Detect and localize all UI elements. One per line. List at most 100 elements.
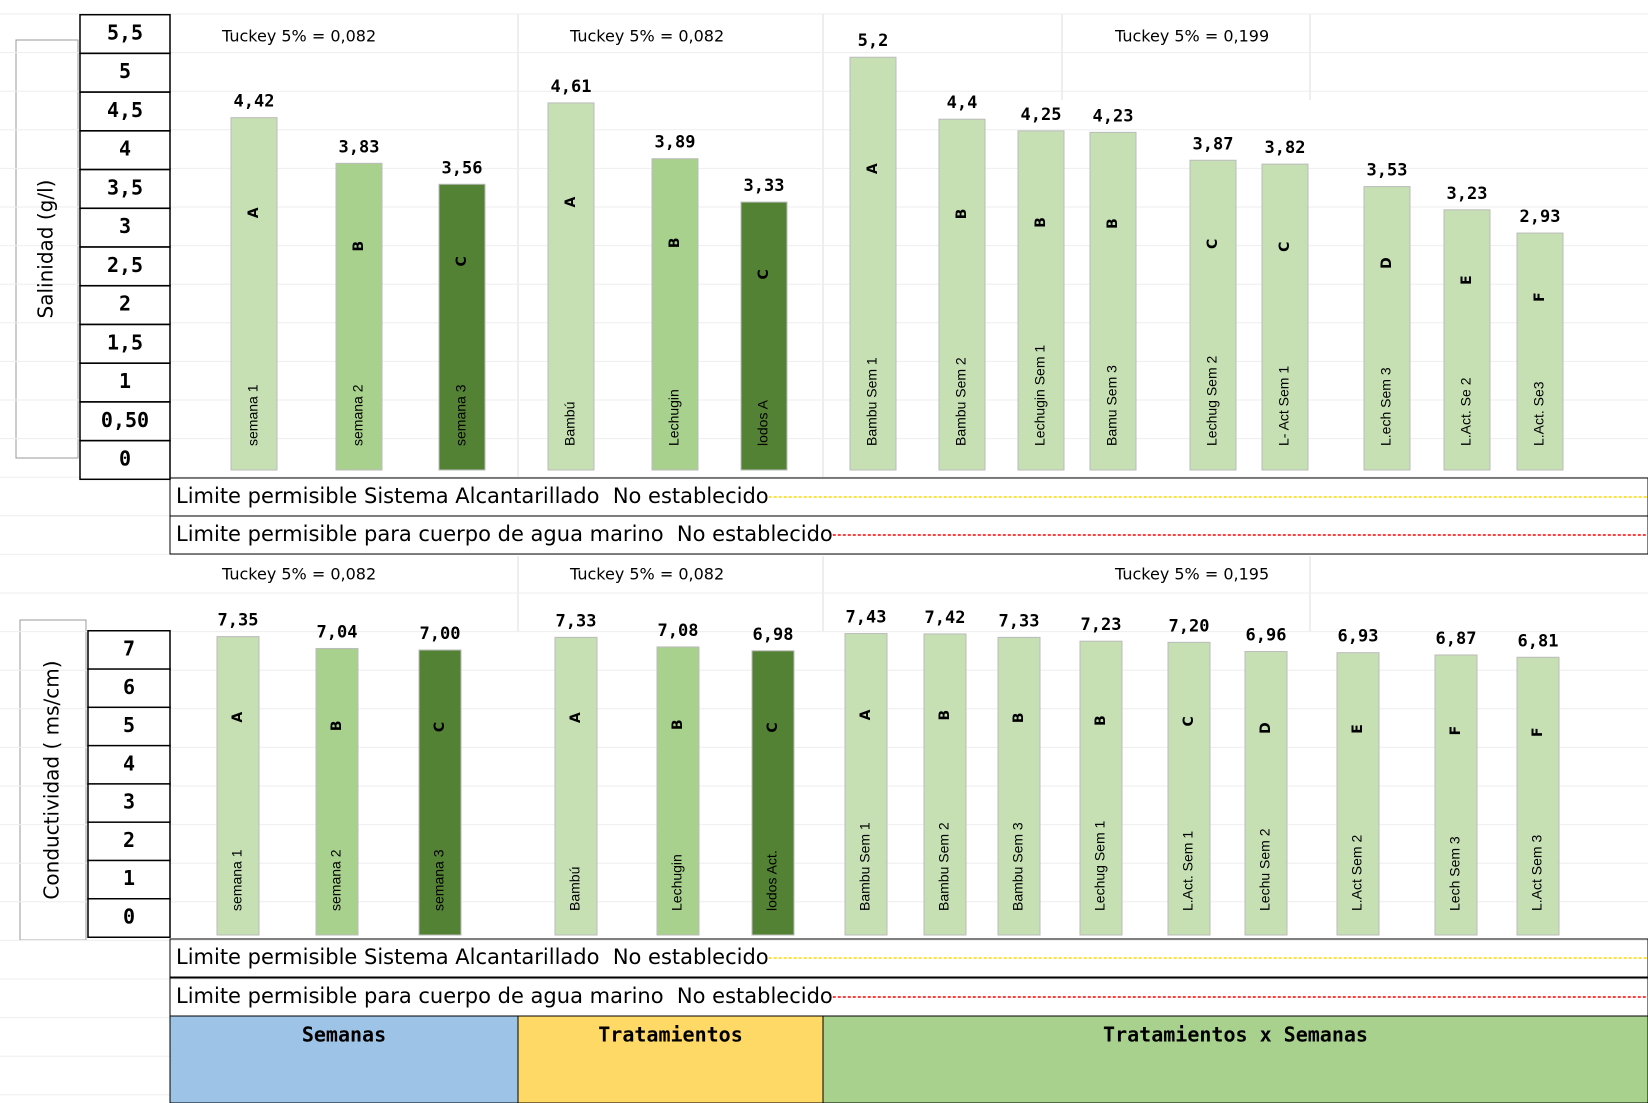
value-label: 3,87 [1193,134,1234,154]
y-tick-label: 4 [119,137,131,161]
group-letter: B [954,209,970,220]
bar [315,647,359,936]
tick-cell [79,13,171,55]
value-label: 4,4 [947,93,978,113]
y-label-box [19,619,87,941]
bar [1017,130,1065,471]
group-letter: C [454,256,470,266]
value-label: 3,23 [1447,184,1488,204]
bar [230,117,278,471]
layout [15,14,1311,941]
y-tick-label: 0 [119,447,131,471]
value-label: 3,89 [655,133,696,153]
bar [651,158,699,471]
category-label: lodos Act. [764,850,780,911]
category-label: Lechugin [669,854,685,911]
y-tick-label: 2 [119,292,131,316]
value-label: 6,87 [1436,629,1477,649]
value-label: 7,00 [420,624,461,644]
tukey-annotation: Tuckey 5% = 0,195 [1114,565,1269,584]
category-label: semana 1 [245,384,261,446]
footer-cell [517,1015,824,1103]
value-label: 7,04 [317,622,358,642]
value-label: 4,23 [1093,106,1134,126]
category-label: semana 2 [328,849,344,911]
group-letter: A [568,712,584,723]
y-tick-label: 7 [123,637,135,661]
value-label: 3,82 [1265,138,1306,158]
tukey-annotation: Tuckey 5% = 0,082 [569,27,724,46]
bar [438,183,486,471]
footer-label: Tratamientos x Semanas [1103,1023,1368,1047]
limit-text: Limite permisible Sistema Alcantarillado… [176,945,769,969]
value-label: 7,20 [1169,616,1210,636]
y-tick-label: 4 [123,751,135,775]
category-label: Bambu Sem 2 [953,357,969,446]
value-label: 7,43 [846,608,887,628]
category-label: Lechugin Sem 1 [1032,345,1048,446]
category-label: Bambu Sem 1 [857,822,873,911]
bar [1443,209,1491,471]
limit-row [169,938,1648,978]
y-tick-label: 1,5 [107,330,143,354]
category-label: L.Act Sem 3 [1529,835,1545,911]
y-tick-label: 3,5 [107,175,143,199]
group-letter: A [230,712,246,723]
y-axis-label: Salinidad (g/l) [34,180,58,319]
value-label: 5,2 [858,31,889,51]
bar [656,646,700,936]
bar [938,118,986,471]
group-letter: C [765,722,781,732]
category-label: Bambu Sem 3 [1010,822,1026,911]
group-letter: C [756,269,772,279]
value-label: 2,93 [1520,207,1561,227]
value-label: 7,08 [658,621,699,641]
y-tick-label: 2 [123,828,135,852]
tick-cell [79,362,171,403]
bar [1089,131,1137,471]
tick-cell [87,898,171,938]
group-letter: B [329,720,345,731]
footer-cell [169,1015,519,1103]
y-tick-label: 5 [119,59,131,83]
bar [849,56,897,471]
category-label: lodos A [755,399,771,446]
group-letter: B [351,241,367,252]
category-label: semana 3 [431,849,447,911]
category-label: Bambu Sem 1 [864,357,880,446]
value-label: 3,53 [1367,161,1408,181]
group-letter: B [1011,712,1027,723]
category-label: Lechugin [666,389,682,446]
group-letter: A [858,709,874,720]
bar [554,636,598,936]
bar [923,633,967,936]
value-label: 4,61 [551,77,592,97]
group-letter: B [1105,218,1121,229]
y-tick-label: 6 [123,675,135,699]
category-label: Lechug Sem 1 [1092,821,1108,911]
category-label: Lechu Sem 2 [1257,828,1273,911]
category-label: L- Act Sem 1 [1276,366,1292,446]
bar [997,636,1041,936]
bar [1261,163,1309,471]
value-label: 3,33 [744,176,785,196]
group-letter: F [1532,292,1548,302]
bar [335,162,383,471]
value-label: 6,98 [753,625,794,645]
tick-cell [79,168,171,209]
bar [1244,651,1288,936]
tick-cell [79,52,171,93]
value-label: 7,23 [1081,615,1122,635]
y-tick-label: 3 [119,214,131,238]
y-tick-label: 4,5 [107,98,143,122]
tukey-annotation: Tuckey 5% = 0,199 [1114,27,1269,46]
group-letter: A [246,207,262,218]
y-axis-label: Conductividad ( ms/cm) [40,660,64,899]
footer-label: Semanas [302,1023,386,1047]
category-label: semana 1 [229,849,245,911]
value-label: 4,42 [234,92,275,112]
value-label: 7,42 [925,608,966,628]
group-letter: C [1181,716,1197,726]
y-tick-label: 1 [119,369,131,393]
